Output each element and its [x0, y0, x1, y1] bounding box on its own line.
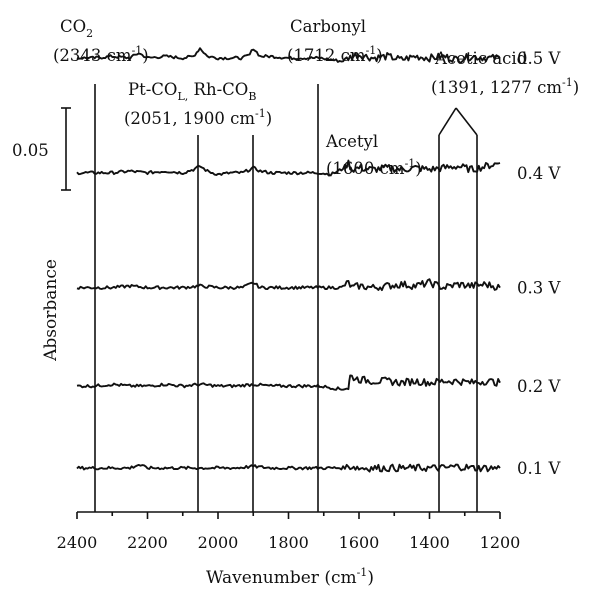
acetic-pointer-right — [455, 107, 478, 136]
x-tick-label: 1800 — [268, 533, 309, 552]
annotation-acetic-position: (1391, 1277 cm-1) — [431, 76, 579, 97]
acetic-pointer-left — [438, 107, 457, 136]
annotation-acetyl-title: Acetyl — [325, 132, 378, 151]
annotation-co2-title: CO2 — [60, 17, 93, 40]
annotation-pt-rh-position: (2051, 1900 cm-1) — [124, 107, 272, 128]
series-label: 0.1 V — [517, 459, 561, 478]
series-labels: 0.6 V0.5 V0.4 V0.3 V0.2 V0.1 V — [517, 49, 561, 478]
annotation-carbonyl-title: Carbonyl — [290, 17, 366, 36]
x-tick-label: 1600 — [339, 533, 380, 552]
spectrum-02-v — [76, 374, 501, 391]
spectrum-04-v — [76, 159, 501, 177]
scale-bar — [61, 107, 71, 191]
x-tick-label: 1200 — [480, 533, 521, 552]
series-label: 0.4 V — [517, 164, 561, 183]
annotations: CO2 (2343 cm-1) Pt-COL, Rh-COB (2051, 19… — [53, 17, 579, 178]
x-axis-title: Wavenumber (cm-1) — [206, 566, 374, 588]
annotation-co2-position: (2343 cm-1) — [53, 44, 149, 65]
scale-bar-label: 0.05 — [12, 141, 49, 160]
x-tick-label: 2400 — [57, 533, 98, 552]
series-label: 0.3 V — [517, 279, 561, 298]
series-label: 0.5 V — [517, 49, 561, 68]
spectra-series — [76, 47, 501, 473]
annotation-carbonyl-position: (1712 cm-1) — [287, 44, 383, 65]
x-axis-ticks: 2400 2200 2000 1800 1600 1400 1200 — [57, 512, 521, 552]
x-tick-label: 2000 — [198, 533, 239, 552]
spectrum-05-v — [76, 47, 501, 64]
annotation-acetic-title: Acetic acid — [434, 49, 528, 68]
reference-lines — [94, 84, 478, 512]
x-tick-label: 2200 — [127, 533, 168, 552]
series-label: 0.2 V — [517, 377, 561, 396]
x-tick-label: 1400 — [409, 533, 450, 552]
annotation-pt-rh-title: Pt-COL, Rh-COB — [128, 80, 256, 103]
spectrum-01-v — [76, 463, 501, 473]
y-axis-title: Absorbance — [41, 259, 61, 362]
annotation-acetyl-position: (1600 cm-1) — [326, 157, 422, 178]
spectrum-03-v — [76, 278, 501, 292]
